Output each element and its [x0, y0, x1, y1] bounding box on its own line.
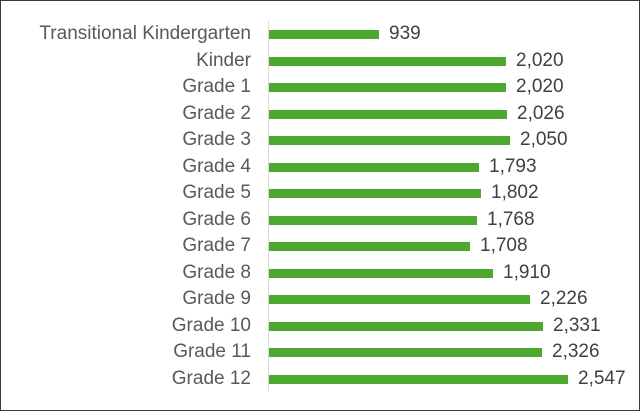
bar: [269, 242, 470, 251]
bar: [269, 189, 481, 198]
bar-row: Grade 11 2,326: [1, 339, 640, 365]
data-label: 1,910: [503, 261, 551, 283]
bar: [269, 215, 477, 225]
category-label: Grade 5: [182, 182, 251, 203]
data-label: 2,226: [540, 288, 588, 309]
category-label: Transitional Kindergarten: [39, 23, 251, 44]
category-label: Kinder: [196, 49, 251, 71]
category-label: Grade 8: [182, 261, 251, 283]
bar: [269, 348, 542, 357]
bar-row: Grade 3 2,050: [1, 127, 640, 153]
bar-row: Grade 4 1,793: [1, 154, 640, 180]
category-label: Grade 6: [182, 208, 251, 230]
bar-row: Grade 2 2,026: [1, 101, 640, 127]
data-label: 2,050: [520, 129, 568, 150]
data-label: 1,768: [487, 208, 535, 230]
data-label: 2,331: [553, 314, 601, 336]
bar-row: Grade 8 1,910: [1, 260, 640, 286]
data-label: 2,326: [552, 341, 600, 362]
data-label: 1,793: [489, 155, 537, 177]
bar: [269, 83, 506, 92]
category-label: Grade 10: [171, 314, 251, 336]
bar-row: Grade 9 2,226: [1, 286, 640, 312]
category-label: Grade 7: [182, 235, 251, 256]
data-label: 2,547: [578, 367, 626, 389]
data-label: 2,026: [517, 102, 565, 124]
bar: [269, 321, 543, 331]
data-label: 939: [389, 23, 421, 44]
bar: [269, 268, 493, 278]
category-axis-line: [268, 21, 269, 391]
bar-row: Transitional Kindergarten 939: [1, 21, 640, 47]
bar: [269, 374, 568, 384]
bar-row: Grade 7 1,708: [1, 233, 640, 259]
category-label: Grade 3: [182, 129, 251, 150]
category-label: Grade 2: [182, 102, 251, 124]
bar: [269, 295, 530, 304]
bar-row: Grade 10 2,331: [1, 313, 640, 339]
bar-row: Grade 6 1,768: [1, 207, 640, 233]
category-label: Grade 1: [182, 76, 251, 97]
category-label: Grade 11: [173, 341, 251, 362]
bar: [269, 162, 479, 172]
category-label: Grade 9: [182, 288, 251, 309]
bar: [269, 30, 379, 39]
data-label: 2,020: [516, 76, 564, 97]
data-label: 1,708: [480, 235, 528, 256]
bar: [269, 109, 507, 119]
data-label: 2,020: [516, 49, 564, 71]
bar-row: Grade 5 1,802: [1, 180, 640, 206]
category-label: Grade 12: [171, 367, 251, 389]
category-label: Grade 4: [182, 155, 251, 177]
bar: [269, 56, 506, 66]
bar-row: Grade 1 2,020: [1, 74, 640, 100]
bar: [269, 136, 510, 145]
bar-row: Kinder 2,020: [1, 48, 640, 74]
data-label: 1,802: [491, 182, 539, 203]
bar-row: Grade 12 2,547: [1, 366, 640, 392]
